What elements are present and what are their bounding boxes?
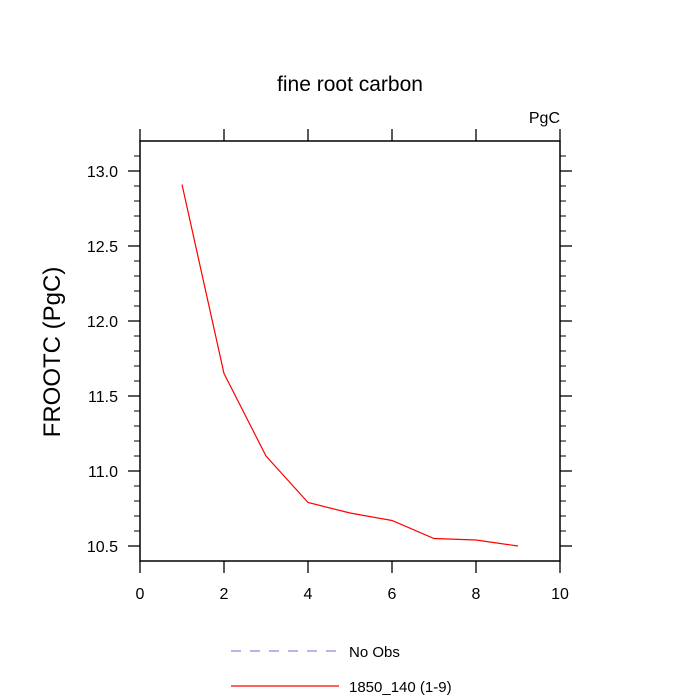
chart-title: fine root carbon <box>277 73 423 96</box>
x-tick-label: 8 <box>472 586 481 603</box>
units-label: PgC <box>529 110 560 127</box>
series-layer <box>181 184 519 547</box>
axis-ticks <box>128 129 572 573</box>
plot-frame <box>139 140 561 562</box>
series-line <box>181 184 519 547</box>
x-tick-label: 2 <box>220 586 229 603</box>
y-tick-label: 11.5 <box>88 389 118 406</box>
y-tick-label: 12.0 <box>87 314 118 331</box>
x-tick-label: 10 <box>551 586 569 603</box>
x-tick-label: 0 <box>136 586 145 603</box>
y-axis-label: FROOTC (PgC) <box>39 267 66 438</box>
tick-labels: 0 2 4 6 8 10 10.5 11.0 11.5 12.0 12.5 13.0 <box>87 164 569 603</box>
x-tick-label: 6 <box>388 586 397 603</box>
legend: No Obs 1850_140 (1-9) <box>231 644 452 696</box>
legend-label: 1850_140 (1-9) <box>349 679 452 696</box>
y-tick-label: 12.5 <box>87 239 118 256</box>
legend-label: No Obs <box>349 644 400 661</box>
y-tick-label: 13.0 <box>87 164 118 181</box>
y-tick-label: 10.5 <box>87 539 118 556</box>
y-tick-label: 11.0 <box>88 464 118 481</box>
x-tick-label: 4 <box>304 586 313 603</box>
